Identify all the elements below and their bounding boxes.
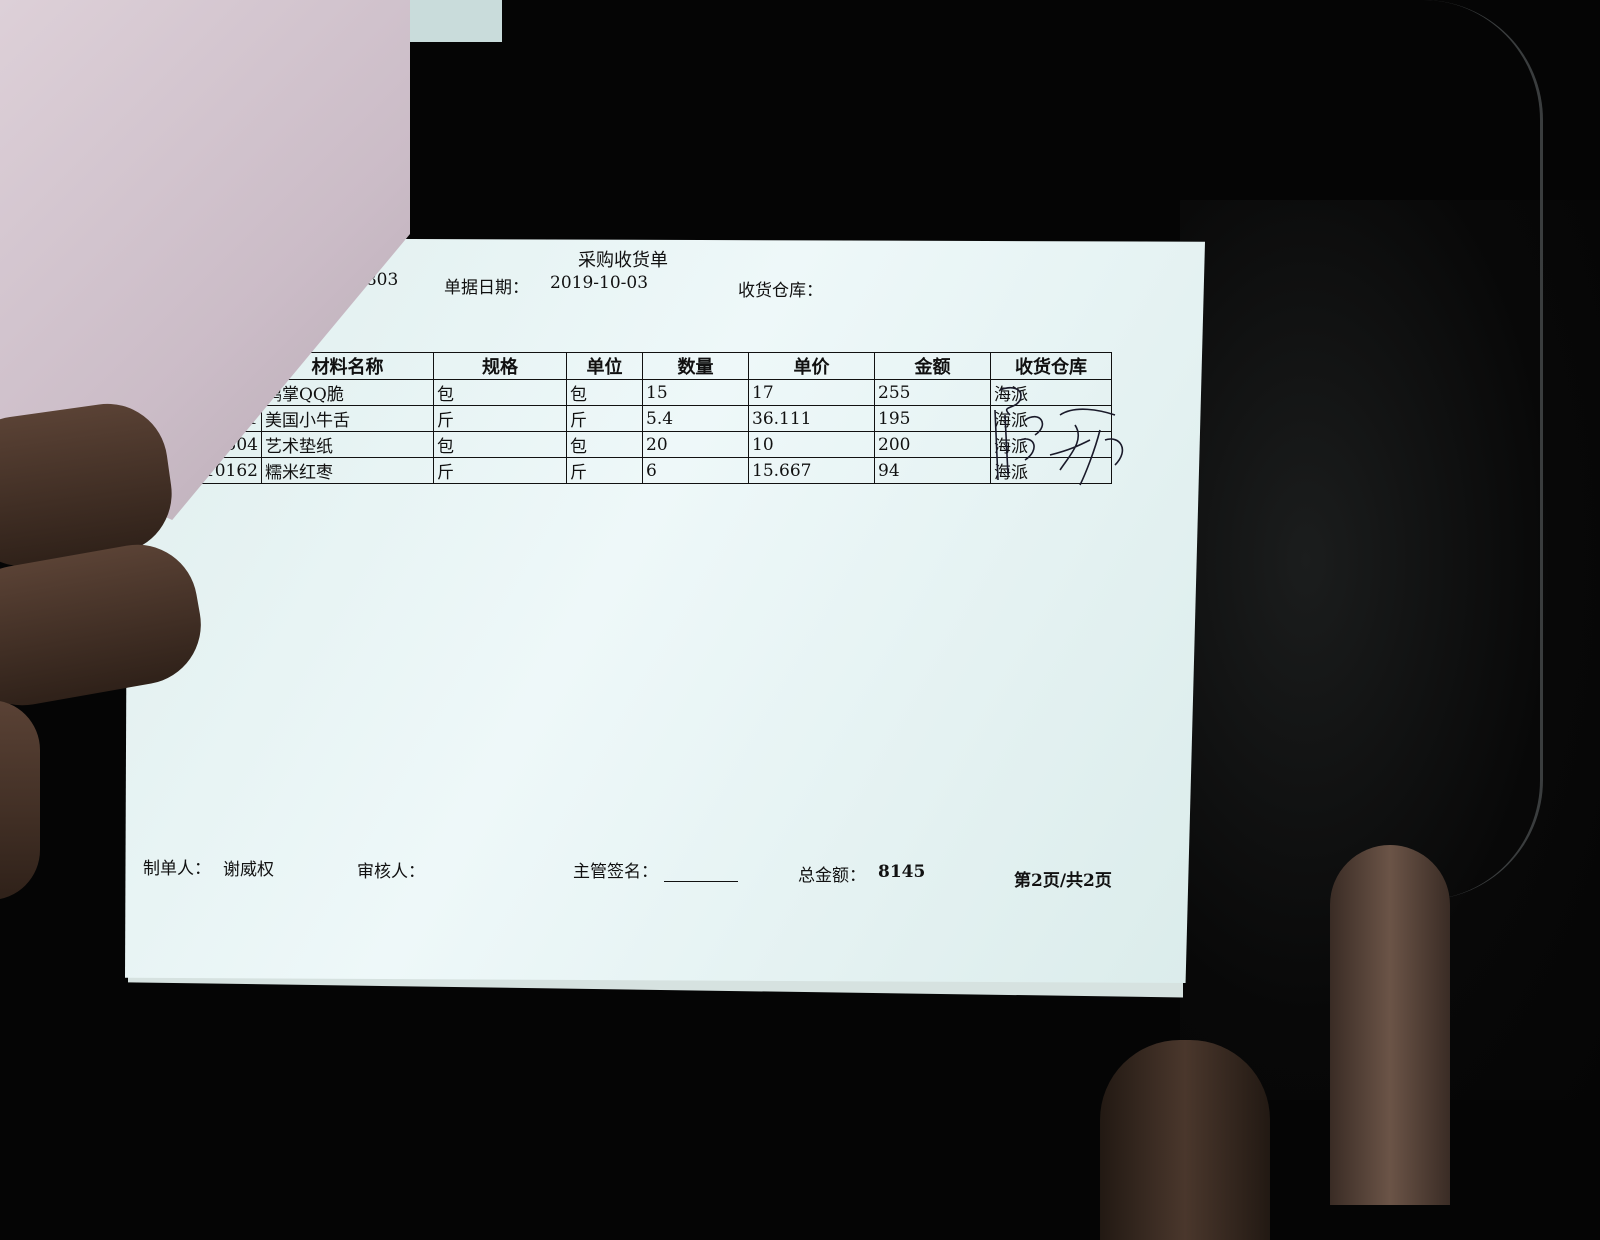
cell-qty: 6 [642,457,749,484]
cell-amount: 195 [874,405,991,432]
stacked-sheets [410,0,502,42]
col-warehouse: 收货仓库 [990,352,1112,380]
cell-unit: 包 [566,379,643,406]
items-table: 材料名称 规格 单位 数量 单价 金额 收货仓库 1鸭掌QQ脆包包1517255… [160,352,1112,484]
cell-name: 美国小牛舌 [261,405,434,432]
cell-price: 10 [748,431,875,458]
total-value: 8145 [878,862,926,882]
finger [1100,1040,1270,1240]
document-title: 采购收货单 [578,250,668,271]
total-label: 总金额： [798,866,866,886]
col-unit: 单位 [566,352,643,380]
cell-amount: 94 [874,457,991,484]
cell-price: 15.667 [748,457,875,484]
cell-name: 鸭掌QQ脆 [261,379,434,406]
maker-label: 制单人： [143,859,211,879]
col-amount: 金额 [874,352,991,380]
signature-line [664,865,738,882]
date-label: 单据日期： [444,278,529,298]
reviewer-label: 审核人： [357,862,425,882]
date-value: 2019-10-03 [550,273,649,293]
cell-warehouse: 海派 [990,431,1112,458]
cell-qty: 5.4 [642,405,749,432]
table-row: 01010162 糯米红枣斤斤 6 15.667 94 海派 [160,457,1112,484]
col-spec: 规格 [433,352,567,380]
cell-amount: 200 [874,431,991,458]
cell-name: 糯米红枣 [261,457,434,484]
supervisor-label: 主管签名： [573,862,658,882]
supervisor-field: 主管签名： [573,857,738,882]
cell-price: 36.111 [748,405,875,432]
cell-price: 17 [748,379,875,406]
col-price: 单价 [748,352,875,380]
col-qty: 数量 [642,352,749,380]
table-row: 02504艺术垫纸包包2010200海派 [160,431,1112,458]
cell-warehouse: 海派 [990,379,1112,406]
cell-warehouse: 海派 [990,457,1112,484]
maker-value: 谢威权 [223,860,274,880]
cell-name: 艺术垫纸 [261,431,434,458]
cell-unit: 斤 [566,405,643,432]
cell-spec: 斤 [433,405,567,432]
table-row: 1鸭掌QQ脆包包1517255海派 [160,379,1112,406]
cell-spec: 包 [433,379,567,406]
cell-amount: 255 [874,379,991,406]
warehouse-label: 收货仓库： [738,281,823,301]
cell-spec: 包 [433,431,567,458]
page-info: 第2页/共2页 [1014,871,1112,891]
cable [1400,0,1543,900]
cell-unit: 斤 [566,457,643,484]
cell-qty: 20 [642,431,749,458]
thumb [1330,845,1450,1205]
finger [0,700,40,900]
cell-spec: 斤 [433,457,567,484]
cell-qty: 15 [642,379,749,406]
handwritten-signature [994,386,1124,486]
cell-unit: 包 [566,431,643,458]
cell-warehouse: 海派 [990,405,1112,432]
